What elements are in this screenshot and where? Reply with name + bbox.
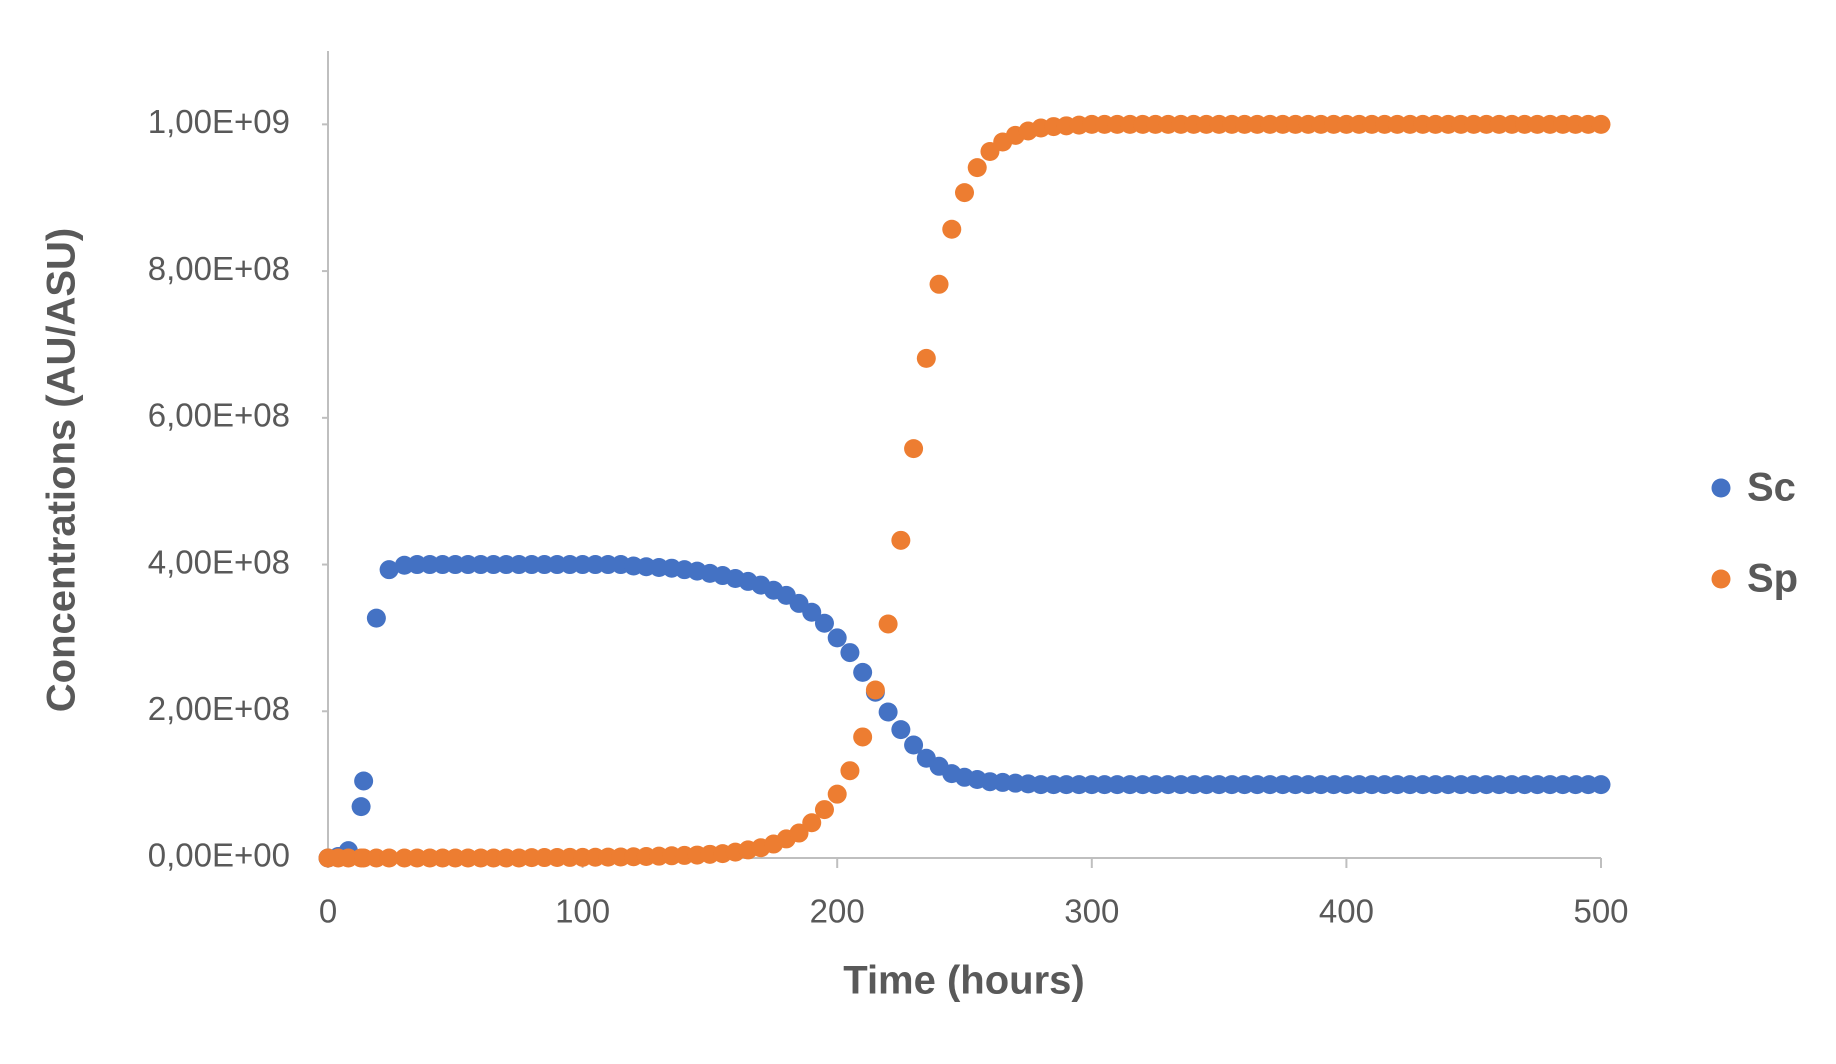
legend-text: Sc (1747, 466, 1796, 510)
x-tick-label: 0 (319, 893, 337, 930)
data-point (904, 735, 924, 755)
x-tick-label: 500 (1573, 893, 1628, 930)
data-point (891, 530, 911, 550)
x-tick-label: 100 (555, 893, 610, 930)
x-tick-label: 200 (810, 893, 865, 930)
y-tick-label: 0,00E+00 (148, 837, 290, 874)
data-point (789, 823, 809, 843)
data-point (878, 614, 898, 634)
data-point (379, 848, 399, 868)
data-point (967, 158, 987, 178)
y-axis-title: Concentrations (AU/ASU) (40, 228, 84, 712)
data-point (840, 761, 860, 781)
data-point (379, 560, 399, 580)
legend-marker (1711, 569, 1731, 589)
data-point (827, 628, 847, 648)
legend-text: Sp (1747, 557, 1798, 601)
data-point (955, 183, 974, 203)
data-point (942, 219, 962, 239)
data-point (853, 727, 873, 747)
x-tick-label: 400 (1319, 893, 1374, 930)
data-point (891, 720, 911, 740)
data-point (878, 702, 898, 722)
y-tick-label: 4,00E+08 (148, 543, 290, 580)
data-point (1591, 114, 1611, 134)
x-tick-label: 300 (1064, 893, 1119, 930)
y-tick-label: 8,00E+08 (148, 250, 290, 287)
data-point (904, 439, 924, 459)
data-point (1591, 775, 1611, 795)
data-point (865, 680, 885, 700)
data-point (802, 602, 822, 622)
x-axis-title: Time (hours) (843, 959, 1085, 1003)
data-point (827, 784, 847, 804)
data-point (366, 608, 386, 628)
data-point (814, 800, 834, 820)
data-point (814, 613, 834, 633)
y-tick-label: 6,00E+08 (148, 397, 290, 434)
data-point (916, 348, 936, 368)
data-point (840, 643, 860, 663)
data-point (802, 813, 822, 833)
y-tick-label: 1,00E+09 (148, 103, 290, 140)
data-point (853, 662, 873, 682)
data-point (354, 771, 374, 791)
legend-marker (1711, 478, 1731, 498)
data-point (929, 274, 949, 294)
y-tick-label: 2,00E+08 (148, 690, 290, 727)
data-point (351, 797, 371, 817)
